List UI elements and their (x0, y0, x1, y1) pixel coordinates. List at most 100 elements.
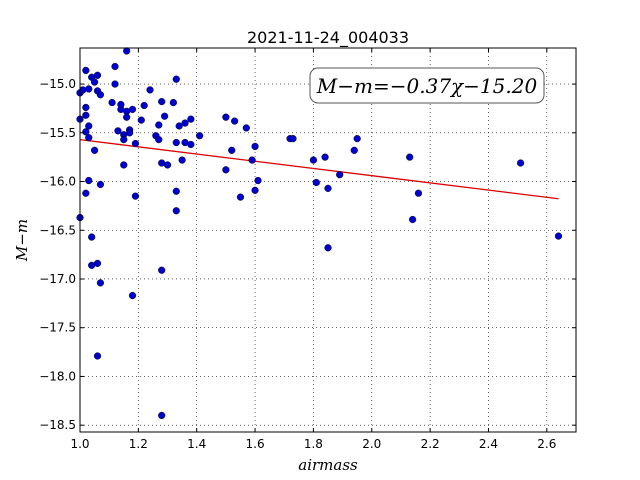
data-point (161, 112, 169, 120)
data-point (85, 176, 93, 185)
y-axis-label: M−m (13, 219, 31, 262)
data-point (414, 189, 423, 197)
data-point (158, 98, 166, 106)
data-point (242, 124, 250, 132)
data-point (90, 78, 99, 86)
x-tick-label: 2.2 (421, 437, 440, 451)
y-tick-label: −17.5 (39, 321, 76, 335)
data-point (172, 187, 180, 195)
y-tick-label: −17.0 (39, 272, 76, 286)
data-point (321, 153, 329, 161)
data-point (251, 186, 259, 194)
plot-frame (79, 47, 577, 433)
data-point (108, 98, 116, 107)
data-point (231, 117, 239, 125)
data-point (516, 159, 525, 167)
data-point (175, 122, 183, 130)
data-point (88, 233, 96, 241)
x-tick-label: 2.4 (479, 437, 498, 451)
x-tick-label: 1.8 (304, 437, 323, 451)
data-point (155, 121, 163, 129)
data-point (172, 138, 180, 147)
y-tick-label: −15.0 (39, 77, 76, 91)
data-point (172, 75, 180, 83)
data-point (85, 122, 93, 130)
data-point (222, 113, 230, 121)
data-points (76, 47, 563, 420)
annotation-box (309, 67, 545, 104)
data-point (248, 156, 256, 164)
data-point (309, 156, 318, 164)
data-point (93, 352, 102, 360)
x-axis-label: airmass (298, 456, 358, 474)
data-point (131, 139, 140, 148)
data-point (96, 91, 105, 99)
data-point (169, 98, 177, 107)
data-point (353, 135, 361, 143)
fit-line-layer (79, 138, 559, 200)
data-point (82, 189, 90, 197)
data-point (409, 215, 417, 224)
fit-annotation: M−m=−0.37χ−15.20 (309, 67, 545, 104)
axis-ticks: 1.0 1.2 1.4 1.6 1.8 2.0 2.2 2.4 2.6 −15.0 −15.5 −16… (39, 48, 576, 451)
data-point (163, 161, 172, 169)
data-point (140, 101, 148, 110)
fit-line (79, 138, 559, 200)
data-point (289, 135, 297, 143)
data-point (96, 180, 105, 189)
data-point (111, 62, 119, 71)
data-point (96, 279, 105, 287)
data-point (82, 66, 90, 75)
data-point (178, 156, 186, 164)
data-point (254, 176, 262, 185)
data-point (137, 116, 145, 124)
data-point (128, 291, 137, 300)
data-point (236, 193, 245, 201)
x-tick-label: 1.6 (246, 437, 265, 451)
data-point (554, 232, 563, 240)
data-point (324, 244, 332, 252)
data-point (251, 142, 259, 151)
data-point (324, 184, 332, 192)
y-tick-label: −18.0 (39, 369, 76, 383)
annotation-text: M−m=−0.37χ−15.20 (316, 74, 538, 98)
data-point (196, 132, 204, 140)
x-tick-label: 2.0 (362, 437, 381, 451)
y-tick-label: −18.5 (39, 418, 76, 432)
data-point (93, 71, 102, 79)
data-point (222, 166, 230, 174)
x-tick-label: 1.2 (129, 437, 148, 451)
data-point (90, 146, 99, 154)
data-point (120, 136, 128, 144)
y-tick-label: −16.0 (39, 175, 76, 189)
x-tick-label: 1.0 (70, 437, 89, 451)
data-point (126, 129, 134, 137)
data-point (406, 153, 414, 161)
data-point (158, 411, 166, 420)
data-point (228, 146, 236, 154)
data-point (82, 111, 90, 119)
data-point (187, 140, 195, 149)
data-point (146, 86, 154, 94)
data-point (114, 127, 122, 135)
data-point (85, 134, 93, 142)
data-point (312, 178, 320, 187)
data-point (131, 192, 140, 200)
data-point (336, 171, 344, 179)
data-point (158, 266, 166, 274)
data-point (117, 100, 125, 109)
data-point (93, 259, 102, 267)
x-tick-label: 1.4 (187, 437, 206, 451)
data-point (128, 105, 137, 114)
data-point (82, 128, 90, 136)
data-point (187, 115, 195, 123)
data-point (123, 47, 131, 55)
data-point (85, 85, 93, 93)
grid-lines (79, 48, 576, 432)
data-point (172, 207, 180, 215)
y-tick-label: −15.5 (39, 126, 76, 140)
data-point (111, 80, 119, 88)
x-tick-label: 2.6 (537, 437, 556, 451)
y-tick-label: −16.5 (39, 223, 76, 237)
